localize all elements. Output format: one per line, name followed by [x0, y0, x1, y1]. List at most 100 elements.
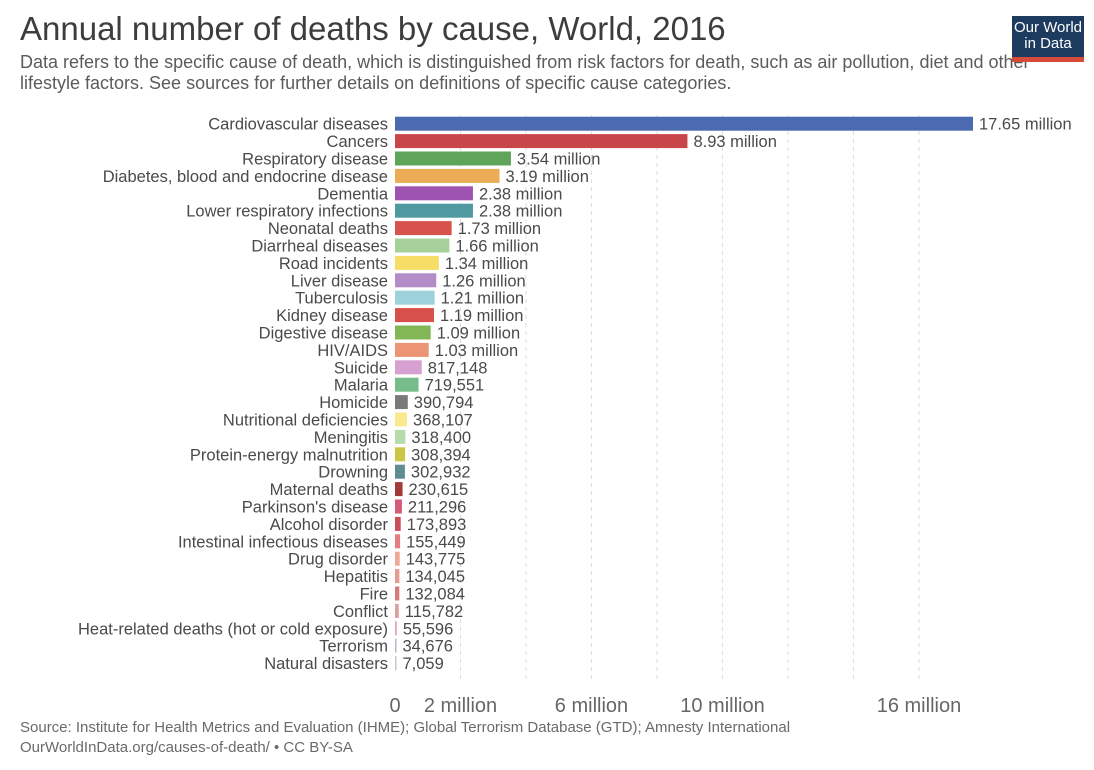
- value-label: 1.73 million: [458, 220, 541, 238]
- bar: [395, 116, 973, 131]
- category-label: Kidney disease: [276, 307, 388, 325]
- value-label: 115,782: [405, 603, 463, 621]
- bar-chart: Cardiovascular diseases 17.65 million Canc…: [78, 115, 1072, 712]
- value-label: 2.38 million: [479, 203, 562, 221]
- x-tick-label: 16 million: [877, 695, 961, 712]
- value-label: 1.03 million: [435, 342, 518, 360]
- chart-subtitle: Data refers to the specific cause of dea…: [20, 52, 1030, 93]
- logo-line-1: Our World: [1013, 19, 1083, 36]
- owid-logo[interactable]: Our World in Data: [1012, 16, 1084, 62]
- bar: [395, 377, 419, 392]
- category-label: Malaria: [334, 377, 389, 395]
- category-label: Fire: [360, 586, 388, 604]
- category-label: Liver disease: [291, 272, 388, 290]
- bar: [395, 638, 397, 653]
- value-label: 155,449: [406, 533, 466, 551]
- bar: [395, 569, 400, 584]
- category-label: Meningitis: [314, 429, 388, 447]
- value-label: 1.21 million: [441, 290, 524, 308]
- value-label: 1.34 million: [445, 255, 528, 273]
- bar: [395, 203, 473, 218]
- category-label: Intestinal infectious diseases: [178, 533, 388, 551]
- category-label: Cardiovascular diseases: [208, 116, 388, 134]
- bar: [395, 551, 400, 566]
- bar: [395, 325, 431, 340]
- category-label: Natural disasters: [264, 655, 388, 673]
- x-tick-label: 2 million: [424, 695, 497, 712]
- bar: [395, 656, 397, 671]
- category-label: Respiratory disease: [242, 151, 388, 169]
- bar: [395, 151, 511, 166]
- bar: [395, 586, 400, 601]
- category-label: Homicide: [319, 394, 388, 412]
- bar: [395, 134, 688, 149]
- value-label: 1.66 million: [455, 238, 538, 256]
- category-label: Terrorism: [319, 638, 388, 656]
- bar: [395, 186, 473, 201]
- bar: [395, 482, 403, 497]
- category-label: Diarrheal diseases: [251, 238, 388, 256]
- value-label: 17.65 million: [979, 116, 1072, 134]
- value-label: 173,893: [407, 516, 467, 534]
- bar: [395, 395, 408, 410]
- bar: [395, 168, 500, 183]
- category-label: Road incidents: [279, 255, 388, 273]
- category-label: Conflict: [333, 603, 388, 621]
- value-label: 211,296: [408, 499, 466, 517]
- value-label: 719,551: [425, 377, 485, 395]
- bar: [395, 464, 405, 479]
- category-label: Tuberculosis: [295, 290, 388, 308]
- value-label: 1.09 million: [437, 325, 520, 343]
- category-label: Hepatitis: [324, 568, 388, 586]
- source-note: Source: Institute for Health Metrics and…: [20, 718, 790, 758]
- chart-title: Annual number of deaths by cause, World,…: [20, 10, 726, 47]
- x-tick-label: 0: [389, 695, 400, 712]
- bar: [395, 273, 437, 288]
- bar: [395, 290, 435, 305]
- category-label: Dementia: [317, 185, 388, 203]
- value-label: 2.38 million: [479, 185, 562, 203]
- value-label: 302,932: [411, 464, 471, 482]
- value-label: 3.54 million: [517, 151, 600, 169]
- logo-accent-bar: [1012, 57, 1084, 62]
- category-label: Alcohol disorder: [270, 516, 389, 534]
- bar: [395, 360, 422, 375]
- bar: [395, 534, 401, 549]
- bar: [395, 499, 402, 514]
- value-label: 34,676: [403, 638, 453, 656]
- value-label: 132,084: [405, 586, 465, 604]
- source-link[interactable]: OurWorldInData.org/causes-of-death/ • CC…: [20, 739, 353, 756]
- source-text: Source: Institute for Health Metrics and…: [20, 719, 791, 736]
- value-label: 3.19 million: [505, 168, 588, 186]
- category-label: Diabetes, blood and endocrine disease: [103, 168, 388, 186]
- category-label: Drowning: [318, 464, 388, 482]
- bar: [395, 412, 408, 427]
- category-label: Protein-energy malnutrition: [190, 446, 388, 464]
- category-label: HIV/AIDS: [317, 342, 388, 360]
- bar: [395, 621, 397, 636]
- value-label: 390,794: [414, 394, 474, 412]
- category-label: Suicide: [334, 359, 388, 377]
- category-label: Neonatal deaths: [268, 220, 388, 238]
- value-label: 7,059: [403, 655, 444, 673]
- value-label: 368,107: [413, 412, 473, 430]
- bar: [395, 516, 401, 531]
- bar: [395, 603, 399, 618]
- value-label: 1.26 million: [442, 272, 525, 290]
- bar: [395, 238, 450, 253]
- bar: [395, 447, 406, 462]
- bar: [395, 342, 429, 357]
- category-label: Digestive disease: [259, 325, 388, 343]
- category-label: Lower respiratory infections: [186, 203, 388, 221]
- value-label: 143,775: [406, 551, 466, 569]
- x-tick-label: 10 million: [680, 695, 764, 712]
- value-label: 817,148: [428, 359, 488, 377]
- category-label: Maternal deaths: [270, 481, 388, 499]
- x-tick-label: 6 million: [555, 695, 628, 712]
- value-label: 308,394: [411, 446, 471, 464]
- bar: [395, 429, 406, 444]
- bar: [395, 308, 434, 323]
- value-label: 8.93 million: [693, 133, 776, 151]
- category-label: Heat-related deaths (hot or cold exposur…: [78, 620, 388, 638]
- logo-line-2: in Data: [1024, 35, 1072, 52]
